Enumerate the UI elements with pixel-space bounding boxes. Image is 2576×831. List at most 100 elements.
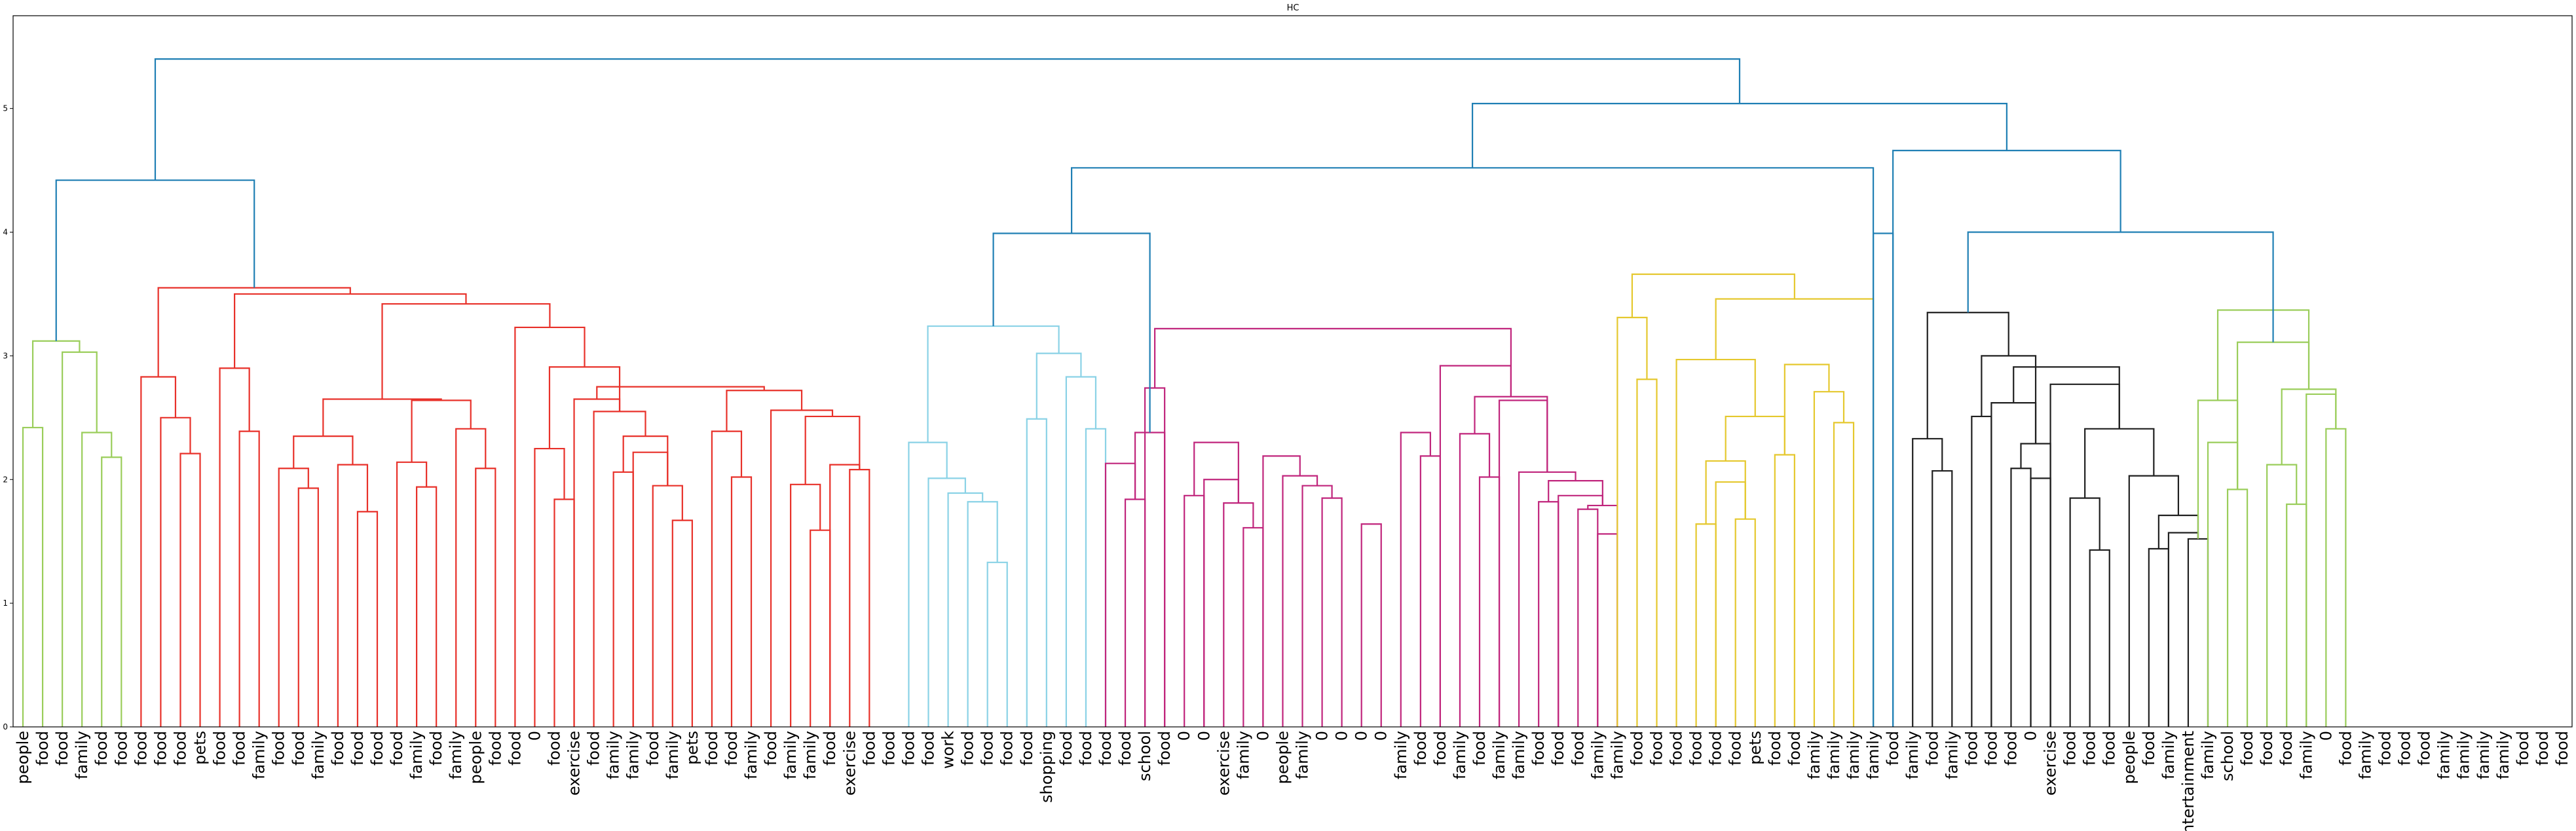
dendrogram-link (548, 366, 621, 449)
leaf-label: family (407, 731, 426, 779)
leaf-label: food (2533, 731, 2552, 766)
leaf-label: family (1490, 731, 1508, 779)
leaf-label: food (2258, 731, 2276, 766)
leaf-label: food (2002, 731, 2020, 766)
leaf-label: food (1785, 731, 1804, 766)
dendrogram-link (2216, 309, 2310, 401)
leaf-label: food (53, 731, 71, 766)
leaf-label: food (703, 731, 721, 766)
leaf-label: food (644, 731, 662, 766)
leaf-label: family (1825, 731, 1843, 779)
leaf-label: family (605, 731, 623, 779)
leaf-label: school (2218, 731, 2237, 781)
leaf-label: food (329, 731, 347, 766)
leaf-label: 0 (2317, 731, 2335, 741)
dendrogram-link (297, 487, 319, 727)
leaf-label: family (742, 731, 760, 779)
leaf-label: food (231, 731, 249, 766)
dendrogram-link (278, 468, 309, 727)
leaf-label: food (899, 731, 918, 766)
dendrogram-link (1193, 441, 1239, 504)
chart-title: HC (1287, 3, 1299, 13)
leaf-label: food (920, 731, 938, 766)
leaf-label: food (2277, 731, 2296, 766)
leaf-label: family (1844, 731, 1863, 779)
leaf-label: food (2396, 731, 2414, 766)
dendrogram-link (238, 430, 260, 727)
leaf-label: pets (683, 731, 701, 765)
leaf-label: food (2514, 731, 2532, 766)
dendrogram-links (22, 58, 2347, 727)
dendrogram-link (31, 340, 81, 428)
leaf-label: family (624, 731, 643, 779)
dendrogram-link (1036, 352, 1082, 419)
leaf-label: food (132, 731, 150, 766)
leaf-label: family (1864, 731, 1882, 779)
dendrogram-link (1262, 455, 1301, 727)
y-tick-label: 1 (3, 599, 8, 608)
leaf-label: food (33, 731, 52, 766)
dendrogram-link (671, 519, 693, 727)
leaf-labels: people food food family food food food food food… (14, 731, 2571, 831)
leaf-label: food (1529, 731, 1548, 766)
leaf-label: 0 (525, 731, 544, 741)
leaf-label: food (1982, 731, 2000, 766)
dendrogram-link (234, 293, 467, 369)
leaf-label: food (348, 731, 367, 766)
leaf-label: family (1608, 731, 1626, 779)
leaf-label: food (151, 731, 170, 766)
leaf-label: food (2376, 731, 2394, 766)
leaf-label: family (447, 731, 465, 779)
dendrogram-link (1774, 454, 1795, 727)
leaf-label: food (427, 731, 445, 766)
dendrogram-link (1616, 316, 1648, 727)
leaf-label: family (2435, 731, 2454, 779)
leaf-label: exercise (2042, 731, 2060, 796)
leaf-label: food (1057, 731, 1075, 766)
dendrogram-link (2128, 475, 2180, 727)
leaf-label: 0 (1333, 731, 1351, 741)
dendrogram-link (22, 426, 44, 727)
leaf-label: food (1647, 731, 1666, 766)
leaf-label: shopping (1037, 731, 1056, 803)
leaf-label: food (1096, 731, 1115, 766)
leaf-label: people (2120, 731, 2138, 784)
leaf-label: food (112, 731, 130, 766)
leaf-label: family (2297, 731, 2315, 779)
leaf-label: family (663, 731, 682, 779)
leaf-label: food (388, 731, 406, 766)
dendrogram-link (475, 468, 496, 727)
dendrogram-link (726, 390, 803, 432)
leaf-label: family (73, 731, 91, 779)
leaf-label: 0 (1254, 731, 1272, 741)
leaf-label: food (1077, 731, 1095, 766)
leaf-label: 0 (2022, 731, 2040, 741)
leaf-label: family (2455, 731, 2473, 779)
leaf-label: food (211, 731, 229, 766)
leaf-label: food (1628, 731, 1646, 766)
dendrogram-link (1833, 422, 1855, 727)
dendrogram-link (1360, 523, 1382, 727)
leaf-label: food (585, 731, 603, 766)
leaf-label: family (2199, 731, 2217, 779)
y-tick-label: 4 (3, 228, 8, 237)
dendrogram-link (1282, 475, 1318, 727)
leaf-label: food (92, 731, 111, 766)
leaf-label: food (1431, 731, 1449, 766)
leaf-label: food (722, 731, 741, 766)
leaf-label: food (368, 731, 386, 766)
dendrogram-link (55, 179, 255, 341)
leaf-label: food (979, 731, 997, 766)
dendrogram-link (1400, 432, 1431, 727)
dendrogram-link (1636, 379, 1658, 727)
leaf-label: food (2081, 731, 2099, 766)
dendrogram-link (1892, 149, 2121, 727)
leaf-label: 0 (1313, 731, 1332, 741)
leaf-label: food (545, 731, 563, 766)
dendrogram-link (154, 58, 1741, 181)
dendrogram-link (593, 411, 646, 727)
leaf-label: food (2238, 731, 2256, 766)
leaf-label: family (1588, 731, 1607, 779)
